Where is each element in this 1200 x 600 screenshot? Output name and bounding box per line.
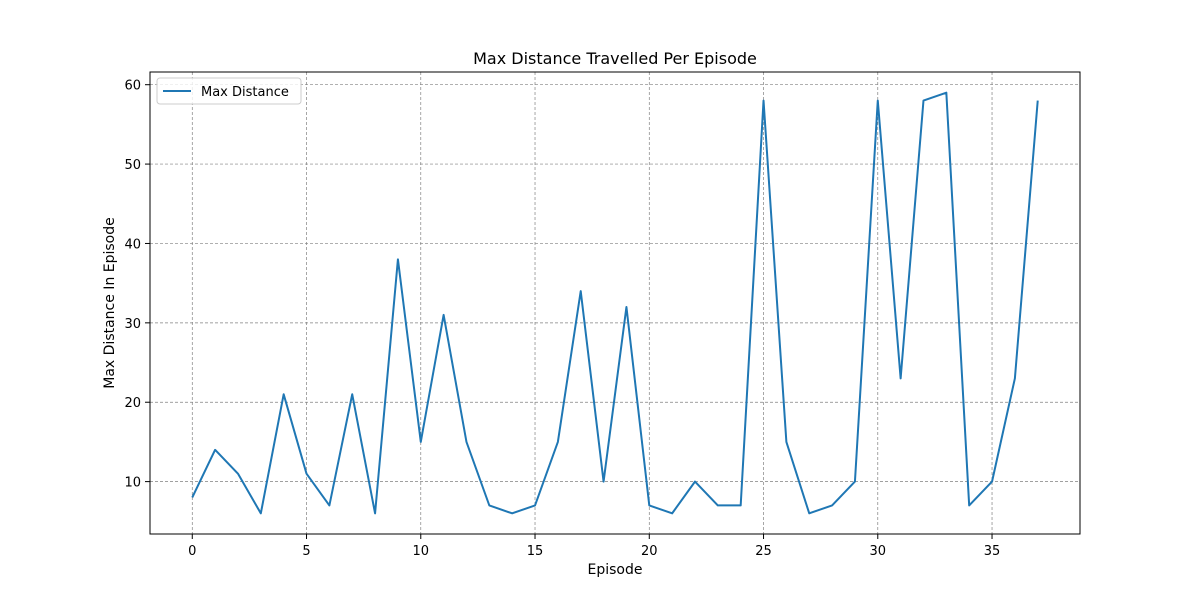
y-axis-label: Max Distance In Episode	[102, 217, 118, 389]
data-point	[877, 100, 879, 102]
data-point	[922, 100, 924, 102]
chart-title: Max Distance Travelled Per Episode	[473, 49, 757, 68]
data-point	[717, 504, 719, 506]
series-layer	[191, 91, 1039, 515]
data-point	[808, 512, 810, 514]
x-axis-label: Episode	[588, 562, 643, 578]
legend-box	[156, 77, 302, 105]
data-point	[648, 504, 650, 506]
data-point	[694, 481, 696, 483]
data-point	[397, 258, 399, 260]
data-point	[785, 441, 787, 443]
data-point	[283, 393, 285, 395]
data-point	[374, 512, 376, 514]
x-tick-label: 20	[641, 544, 658, 559]
x-tick-label: 5	[302, 544, 310, 559]
data-point	[580, 290, 582, 292]
data-point	[420, 441, 422, 443]
data-point	[763, 100, 765, 102]
data-point	[191, 496, 193, 498]
y-tick-label: 40	[124, 237, 141, 252]
y-tick-label: 30	[124, 317, 141, 332]
y-tick-label: 50	[124, 158, 141, 173]
data-point	[534, 504, 536, 506]
legend-label: Max Distance	[201, 85, 289, 100]
data-point	[306, 473, 308, 475]
data-point	[968, 504, 970, 506]
x-tick-label: 30	[870, 544, 887, 559]
data-point	[443, 314, 445, 316]
legend: Max Distance	[156, 77, 302, 105]
x-tick-label: 15	[527, 544, 544, 559]
x-tick-label: 0	[188, 544, 196, 559]
data-point	[1014, 377, 1016, 379]
data-point	[900, 377, 902, 379]
data-point	[1037, 100, 1039, 102]
axis-ticks: 0 5 10 15 20 25 30 35 10 20 30 40 50 60	[124, 79, 1000, 559]
series-line-max-distance	[191, 91, 1039, 515]
x-tick-label: 25	[755, 544, 772, 559]
y-tick-label: 20	[124, 396, 141, 411]
data-point	[625, 306, 627, 308]
y-tick-label: 10	[124, 476, 141, 491]
data-point	[603, 481, 605, 483]
plot-frame	[149, 71, 1081, 535]
data-point	[854, 481, 856, 483]
data-point	[671, 512, 673, 514]
data-point	[991, 481, 993, 483]
data-point	[511, 512, 513, 514]
y-tick-label: 60	[124, 79, 141, 94]
data-point	[214, 449, 216, 451]
x-tick-label: 10	[412, 544, 429, 559]
x-tick-label: 35	[984, 544, 1001, 559]
data-point	[831, 504, 833, 506]
data-point	[351, 393, 353, 395]
data-point	[237, 473, 239, 475]
data-point	[557, 441, 559, 443]
data-point	[465, 441, 467, 443]
data-point	[328, 504, 330, 506]
data-point	[740, 504, 742, 506]
grid	[150, 72, 1080, 534]
data-point	[945, 92, 947, 94]
data-point	[488, 504, 490, 506]
data-point	[260, 512, 262, 514]
